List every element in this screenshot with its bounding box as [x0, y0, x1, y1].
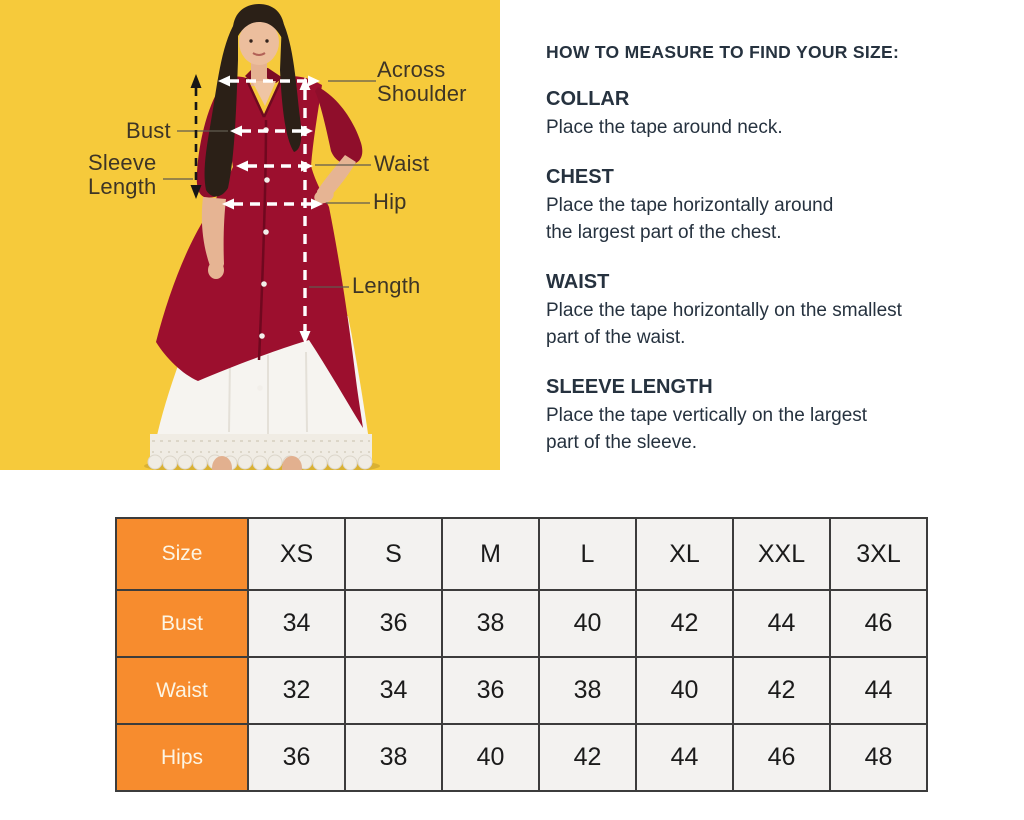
measurement-value: 42: [538, 723, 637, 792]
label-sleeve-length: Sleeve Length: [88, 150, 157, 199]
feet: [212, 456, 302, 470]
section-heading: CHEST: [546, 166, 614, 188]
size-col-header: S: [344, 517, 443, 591]
size-col-header: 3XL: [829, 517, 928, 591]
label-waist: Waist: [374, 151, 430, 176]
row-label: Hips: [115, 723, 249, 792]
measurement-value: 40: [441, 723, 540, 792]
arms: [201, 155, 356, 279]
hair: [204, 4, 302, 197]
size-col-header: M: [441, 517, 540, 591]
measurement-value: 36: [441, 656, 540, 725]
instruction-section-waist: WAIST Place the tape horizontally on the…: [546, 271, 996, 351]
section-heading: WAIST: [546, 271, 610, 293]
section-body: Place the tape horizontally around the l…: [546, 195, 834, 243]
white-measure-lines: [218, 75, 323, 344]
section-body: Place the tape around neck.: [546, 117, 783, 138]
measurement-value: 46: [829, 589, 928, 658]
sleeve-length-measure-line: [190, 74, 202, 199]
measurement-value: 42: [732, 656, 831, 725]
measurement-value: 40: [635, 656, 734, 725]
measurement-value: 46: [732, 723, 831, 792]
measurement-value: 32: [247, 656, 346, 725]
measurement-value: 34: [247, 589, 346, 658]
section-body: Place the tape vertically on the largest…: [546, 405, 868, 453]
measurement-value: 38: [538, 656, 637, 725]
measurement-value: 38: [441, 589, 540, 658]
size-chart-row-hips: Hips 36 38 40 42 44 46 48: [115, 723, 928, 792]
measurement-value: 34: [344, 656, 443, 725]
label-hip: Hip: [373, 189, 407, 214]
measurement-value: 42: [635, 589, 734, 658]
instruction-section-chest: CHEST Place the tape horizontally around…: [546, 166, 996, 246]
measurement-value: 44: [732, 589, 831, 658]
instructions-title: HOW TO MEASURE TO FIND YOUR SIZE:: [546, 42, 900, 62]
row-label: Waist: [115, 656, 249, 725]
measurement-value: 48: [829, 723, 928, 792]
size-col-header: XS: [247, 517, 346, 591]
measurement-value: 40: [538, 589, 637, 658]
model-measurement-illustration: [144, 4, 380, 470]
size-col-header: XL: [635, 517, 734, 591]
size-chart-table: Size XS S M L XL XXL 3XL Bust 34 36 38 4…: [115, 517, 928, 792]
instruction-section-collar: COLLAR Place the tape around neck.: [546, 88, 996, 141]
measurement-value: 36: [247, 723, 346, 792]
size-col-header: XXL: [732, 517, 831, 591]
section-heading: SLEEVE LENGTH: [546, 376, 713, 398]
lace-scallops: [147, 454, 373, 470]
measurement-value: 38: [344, 723, 443, 792]
label-across-shoulder: Across Shoulder: [377, 57, 467, 106]
instructions-panel: HOW TO MEASURE TO FIND YOUR SIZE: COLLAR…: [546, 42, 996, 456]
head: [204, 4, 302, 197]
section-body: Place the tape horizontally on the small…: [546, 300, 902, 348]
size-chart-header-row: Size XS S M L XL XXL 3XL: [115, 517, 928, 591]
section-heading: COLLAR: [546, 88, 630, 110]
size-chart-row-waist: Waist 32 34 36 38 40 42 44: [115, 656, 928, 725]
measurement-value: 44: [635, 723, 734, 792]
size-chart-corner-cell: Size: [115, 517, 249, 591]
face: [239, 19, 279, 65]
label-length: Length: [352, 273, 421, 298]
instruction-section-sleeve-length: SLEEVE LENGTH Place the tape vertically …: [546, 376, 996, 456]
measurement-value: 36: [344, 589, 443, 658]
measurement-diagram-panel: Across Shoulder Bust Sleeve Length Waist…: [0, 0, 500, 470]
label-bust: Bust: [126, 118, 171, 143]
row-label: Bust: [115, 589, 249, 658]
size-chart-row-bust: Bust 34 36 38 40 42 44 46: [115, 589, 928, 658]
measurement-value: 44: [829, 656, 928, 725]
measurement-overlay: [163, 74, 376, 344]
size-col-header: L: [538, 517, 637, 591]
